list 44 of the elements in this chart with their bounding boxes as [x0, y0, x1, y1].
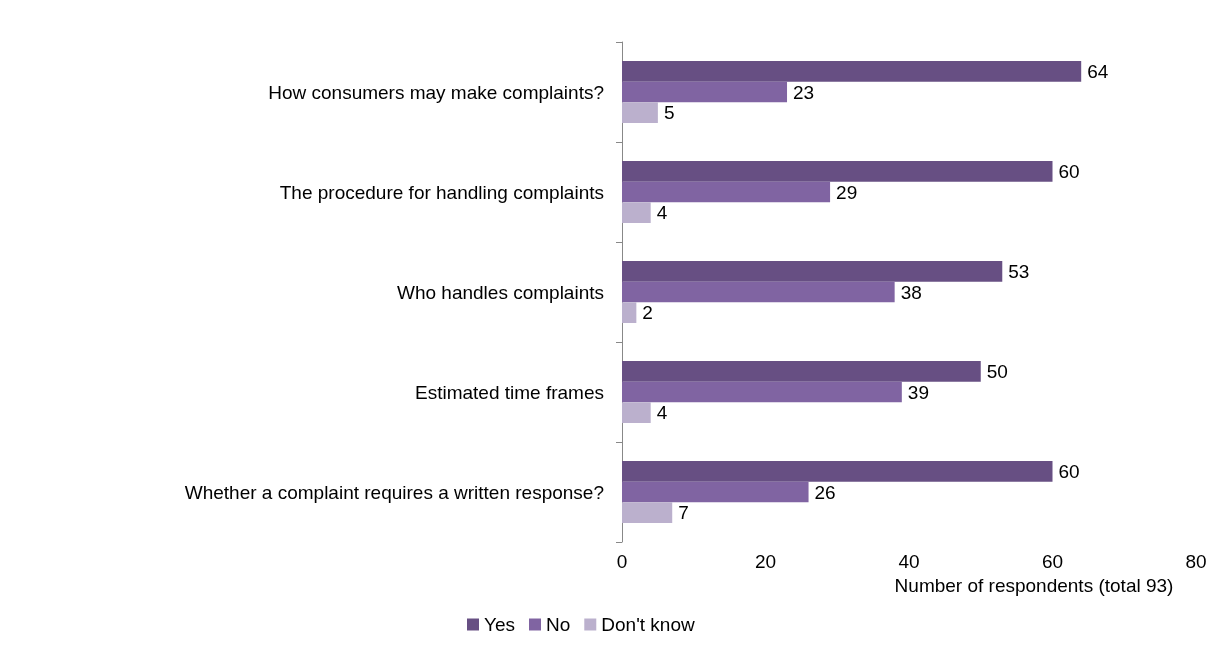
data-label: 39: [907, 381, 929, 403]
data-label: 7: [678, 502, 689, 524]
y-tick-label: Who handles complaints: [397, 281, 604, 303]
bar: [622, 502, 673, 523]
data-label: 50: [986, 360, 1008, 382]
bar: [622, 381, 902, 403]
data-label: 60: [1058, 460, 1080, 482]
bar: [622, 161, 1053, 182]
data-label: 26: [814, 481, 836, 503]
data-label: 4: [656, 402, 668, 424]
data-label: 4: [656, 202, 668, 224]
bar: [622, 261, 1003, 282]
bar: [622, 202, 651, 223]
y-tick-label: The procedure for handling complaints: [279, 181, 604, 203]
y-tick-label: Whether a complaint requires a written response?: [184, 481, 604, 503]
bar: [622, 361, 981, 382]
data-label: 5: [663, 102, 675, 124]
x-tick-label: 40: [898, 551, 920, 572]
bar: [622, 481, 809, 503]
bar: [622, 402, 651, 423]
x-tick-label: 80: [1185, 551, 1207, 572]
data-label: 38: [900, 281, 922, 303]
y-tick-label: How consumers may make complaints?: [268, 81, 604, 103]
bar: [622, 102, 658, 123]
y-tick-label: Estimated time frames: [415, 381, 604, 403]
data-label: 2: [642, 302, 653, 324]
bar: [622, 302, 637, 323]
legend-label: Don't know: [601, 614, 695, 635]
data-label: 23: [793, 81, 815, 103]
x-tick-label: 0: [616, 551, 628, 572]
data-label: 29: [836, 181, 858, 203]
x-tick-label: 20: [754, 551, 777, 572]
data-label: 53: [1008, 260, 1030, 282]
bar: [622, 461, 1053, 482]
bar: [622, 61, 1082, 82]
legend-label: No: [546, 614, 571, 635]
x-tick-label: 60: [1041, 551, 1064, 572]
bar: [622, 181, 831, 203]
bar: [622, 281, 895, 303]
data-label: 60: [1058, 160, 1080, 182]
x-axis-title: Number of respondents (total 93): [894, 574, 1174, 596]
legend-label: Yes: [484, 614, 515, 635]
bar: [622, 81, 788, 103]
data-label: 64: [1087, 60, 1109, 82]
